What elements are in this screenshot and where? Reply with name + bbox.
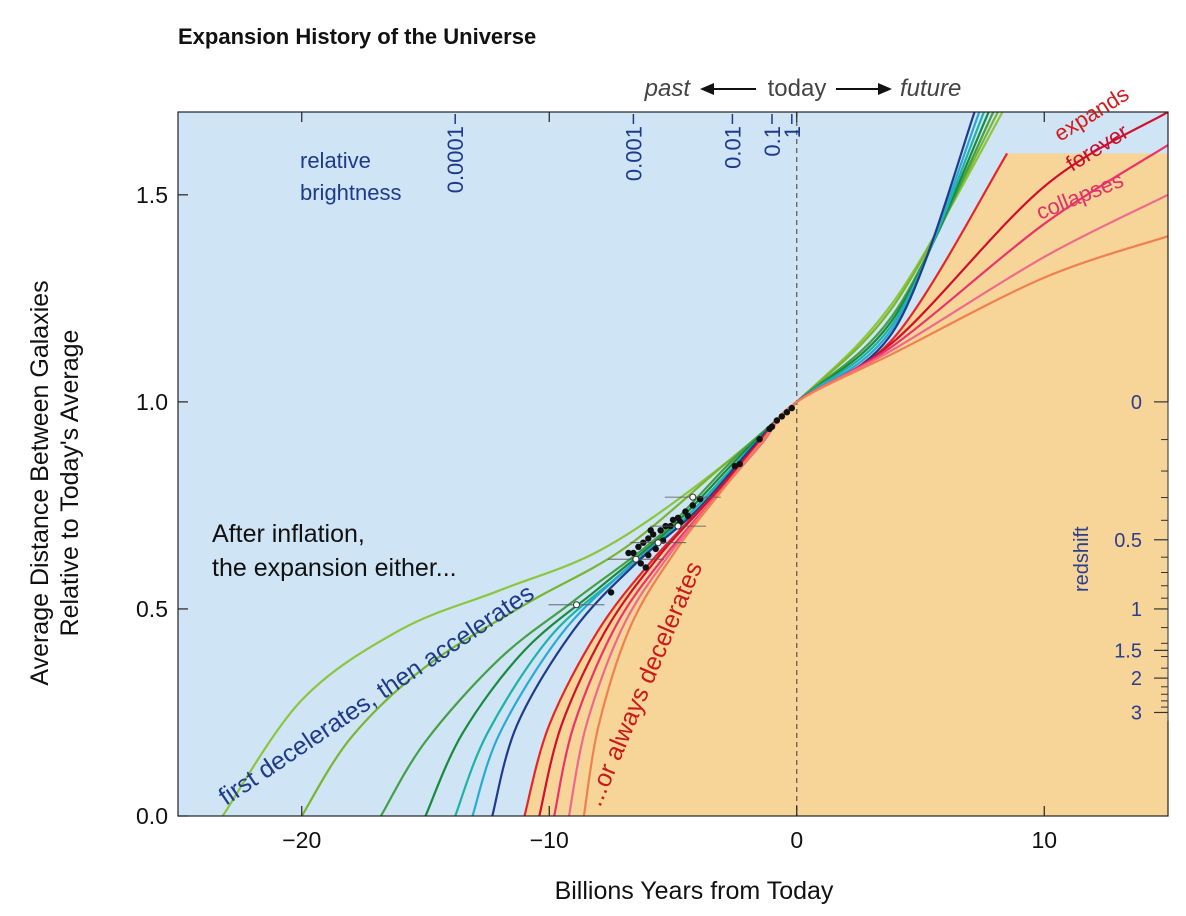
supernova-point	[652, 545, 659, 553]
supernova-point	[645, 551, 652, 559]
expansion-curve-5	[454, 112, 986, 816]
supernova-point	[773, 417, 781, 424]
brightness-label-line2: brightness	[300, 180, 402, 205]
future-arrow-head	[878, 83, 892, 95]
x-tick-label: −20	[282, 827, 321, 853]
x-tick-label: 10	[1031, 827, 1057, 853]
brightness-tick-label: 1	[780, 126, 805, 138]
redshift-tick-label: 3	[1131, 702, 1142, 724]
x-tick-label: 0	[790, 827, 803, 853]
supernova-point	[778, 413, 786, 420]
y-tick-label: 1.5	[136, 182, 168, 208]
supernova-point	[635, 543, 642, 550]
decelerating-background	[524, 153, 1168, 816]
y-axis-label-line1: Average Distance Between Galaxies	[26, 280, 54, 685]
supernova-point	[657, 527, 664, 534]
timeline-past: past	[644, 75, 692, 102]
supernova-point	[788, 404, 795, 412]
supernova-point	[689, 502, 696, 509]
open-supernova-point	[689, 493, 697, 501]
expansion-curve-2	[300, 112, 1000, 816]
supernova-point	[684, 512, 692, 519]
open-supernova-point	[573, 601, 580, 609]
supernova-point	[756, 436, 763, 443]
y-axis-label-line2: Relative to Today's Average	[56, 330, 84, 637]
chart-title: Expansion History of the Universe	[178, 24, 536, 49]
expansion-curves	[221, 112, 1168, 816]
supernova-point	[625, 549, 632, 557]
x-tick-label: −10	[530, 827, 569, 853]
redshift-tick-label: 0.5	[1114, 530, 1142, 552]
brightness-label-line1: relative	[300, 148, 371, 173]
brightness-tick-label: 0.01	[720, 126, 745, 169]
timeline-future: future	[900, 75, 961, 102]
y-axis-label: Average Distance Between Galaxies Relati…	[26, 280, 84, 685]
supernova-point	[642, 564, 649, 571]
y-tick-label: 1.0	[136, 389, 168, 415]
brightness-tick-label: 0.0001	[443, 126, 468, 193]
redshift-tick-label: 0	[1131, 392, 1142, 414]
brightness-tick-label: 0.001	[621, 126, 646, 181]
x-axis: −20 −10 0 10	[282, 112, 1057, 853]
relative-brightness-scale: relative brightness 0.0001 0.001 0.01 0.11	[300, 114, 805, 205]
supernova-point	[736, 460, 743, 468]
expansion-curve-4	[424, 112, 990, 816]
redshift-scale: redshift 0 0.5 1 1.5 2 3	[1071, 392, 1169, 724]
expansion-curve-12	[582, 235, 1168, 816]
y-axis: 0.0 0.5 1.0 1.5	[136, 182, 188, 829]
supernova-point	[697, 496, 704, 503]
supernova-point	[731, 462, 739, 470]
redshift-tick-label: 2	[1131, 668, 1142, 690]
inflation-text-line1: After inflation,	[212, 520, 365, 548]
redshift-tick-label: 1.5	[1114, 640, 1142, 662]
expansion-curve-11	[567, 193, 1168, 816]
timeline-indicator: past today future	[644, 75, 962, 102]
y-tick-label: 0.5	[136, 596, 168, 622]
timeline-today: today	[768, 75, 827, 102]
expansion-curve-1	[221, 112, 1004, 816]
redshift-tick-label: 1	[1131, 599, 1142, 621]
redshift-label: redshift	[1071, 526, 1093, 592]
supernova-point	[783, 409, 791, 416]
supernova-point	[647, 527, 654, 534]
supernova-point	[607, 589, 615, 596]
open-supernova-point	[632, 555, 640, 563]
open-supernova-point	[654, 539, 662, 547]
supernova-point	[645, 535, 652, 542]
supernova-point	[766, 425, 773, 432]
expansion-curve-9	[538, 112, 1168, 816]
supernova-point	[630, 549, 637, 557]
supernova-point	[637, 560, 644, 567]
open-supernova-point	[674, 522, 682, 530]
x-axis-label: Billions Years from Today	[555, 877, 834, 905]
supernova-points	[548, 404, 795, 609]
past-arrow-head	[700, 83, 714, 95]
y-tick-label: 0.0	[136, 803, 168, 829]
inflation-text-line2: the expansion either...	[212, 554, 457, 582]
plot-area	[178, 112, 1168, 816]
supernova-point	[669, 516, 677, 524]
brightness-tick-label: 0.1	[760, 126, 785, 157]
